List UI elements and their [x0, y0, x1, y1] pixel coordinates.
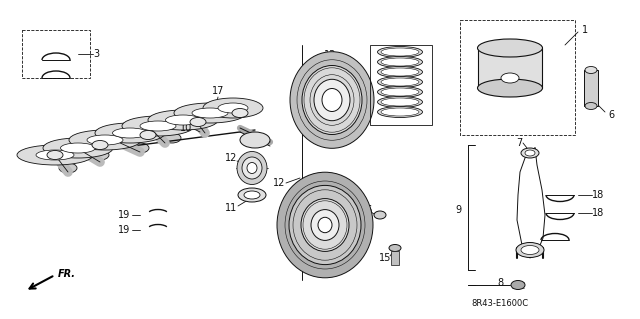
Ellipse shape: [290, 52, 374, 148]
Text: 7: 7: [516, 138, 522, 148]
Bar: [370, 45, 432, 125]
Ellipse shape: [314, 79, 350, 121]
Ellipse shape: [585, 66, 597, 73]
Text: 11: 11: [225, 203, 237, 213]
Ellipse shape: [585, 102, 597, 109]
Ellipse shape: [131, 143, 149, 153]
Ellipse shape: [501, 73, 519, 83]
Text: 1: 1: [582, 25, 588, 35]
Ellipse shape: [163, 133, 181, 143]
Ellipse shape: [301, 199, 349, 251]
Ellipse shape: [381, 108, 419, 116]
Text: 9: 9: [455, 205, 461, 215]
Text: 3: 3: [93, 49, 99, 59]
Ellipse shape: [477, 79, 543, 97]
Text: 12: 12: [273, 178, 285, 188]
Ellipse shape: [378, 66, 422, 78]
Text: 6: 6: [608, 110, 614, 120]
Text: 16: 16: [361, 205, 373, 215]
Ellipse shape: [47, 151, 63, 160]
Ellipse shape: [525, 150, 535, 156]
Ellipse shape: [238, 188, 266, 202]
Ellipse shape: [521, 246, 539, 255]
Ellipse shape: [378, 97, 422, 108]
Text: 13: 13: [324, 50, 336, 60]
Bar: [478, 48, 542, 88]
Ellipse shape: [17, 145, 93, 165]
Ellipse shape: [140, 121, 176, 131]
Bar: [460, 20, 575, 135]
Ellipse shape: [318, 217, 332, 233]
Ellipse shape: [237, 152, 267, 184]
Ellipse shape: [95, 123, 165, 143]
Bar: [391, 251, 399, 265]
Ellipse shape: [232, 108, 248, 117]
Ellipse shape: [36, 150, 74, 160]
Ellipse shape: [244, 191, 260, 199]
Ellipse shape: [190, 117, 206, 127]
Ellipse shape: [378, 86, 422, 98]
Ellipse shape: [240, 132, 270, 148]
Ellipse shape: [302, 65, 362, 135]
Bar: [584, 70, 598, 106]
Ellipse shape: [521, 148, 539, 158]
Text: 18: 18: [592, 190, 604, 200]
Text: 18: 18: [592, 208, 604, 218]
Ellipse shape: [378, 56, 422, 68]
Text: 19: 19: [118, 210, 130, 220]
Ellipse shape: [378, 77, 422, 87]
Text: 19: 19: [118, 225, 130, 235]
Ellipse shape: [92, 140, 108, 150]
Text: 15: 15: [379, 253, 391, 263]
Ellipse shape: [174, 103, 246, 123]
Text: 10: 10: [180, 123, 192, 133]
Ellipse shape: [242, 157, 262, 179]
Ellipse shape: [289, 185, 361, 264]
Ellipse shape: [277, 172, 373, 278]
Ellipse shape: [61, 143, 95, 153]
Ellipse shape: [122, 116, 194, 136]
Ellipse shape: [69, 130, 141, 150]
Ellipse shape: [113, 128, 147, 138]
Ellipse shape: [381, 68, 419, 76]
Ellipse shape: [516, 242, 544, 257]
Text: 8R43-E1600C: 8R43-E1600C: [472, 299, 529, 308]
Ellipse shape: [247, 162, 257, 174]
Ellipse shape: [381, 58, 419, 66]
Ellipse shape: [87, 135, 123, 145]
Ellipse shape: [374, 211, 386, 219]
Ellipse shape: [381, 78, 419, 86]
Ellipse shape: [381, 48, 419, 56]
Text: 2: 2: [362, 93, 368, 103]
Ellipse shape: [166, 115, 200, 125]
Text: 12: 12: [225, 153, 237, 163]
Ellipse shape: [322, 88, 342, 112]
Text: 17: 17: [212, 86, 224, 96]
Ellipse shape: [43, 138, 113, 158]
Ellipse shape: [378, 47, 422, 57]
Ellipse shape: [91, 150, 109, 160]
Ellipse shape: [203, 98, 263, 118]
Text: FR.: FR.: [58, 269, 76, 279]
Ellipse shape: [192, 108, 228, 118]
Ellipse shape: [389, 244, 401, 251]
Ellipse shape: [381, 88, 419, 96]
Ellipse shape: [59, 163, 77, 173]
Ellipse shape: [381, 98, 419, 106]
Ellipse shape: [477, 39, 543, 57]
Ellipse shape: [218, 103, 248, 113]
Text: 8: 8: [498, 278, 504, 288]
Text: 14: 14: [299, 243, 311, 253]
Ellipse shape: [140, 130, 156, 139]
Ellipse shape: [148, 110, 218, 130]
Ellipse shape: [378, 107, 422, 117]
Bar: [22, 30, 90, 78]
Ellipse shape: [311, 210, 339, 241]
Ellipse shape: [511, 280, 525, 290]
